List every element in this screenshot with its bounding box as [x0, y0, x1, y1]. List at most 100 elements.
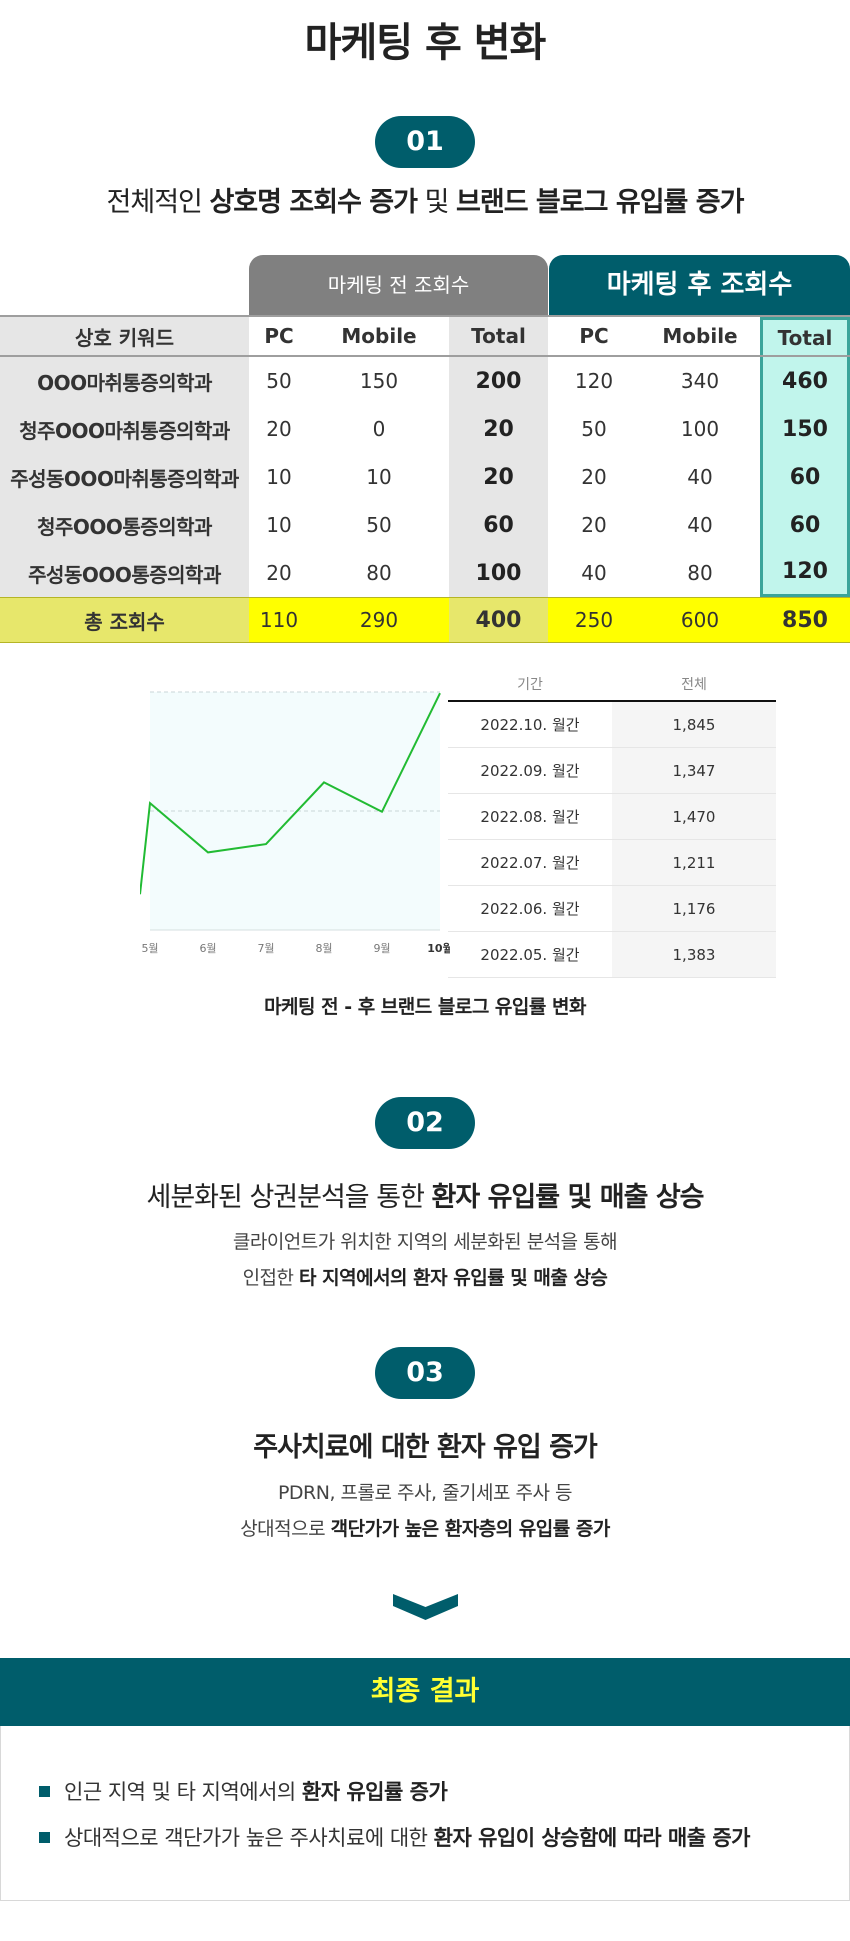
step-01-heading-bold-2: 브랜드 블로그 유입률 증가 — [456, 187, 744, 218]
cell-mobile-before: 50 — [366, 513, 392, 537]
total-total-after: 850 — [760, 598, 850, 642]
cell-total-after: 150 — [760, 405, 850, 453]
cell-total-after: 460 — [760, 357, 850, 405]
cell-pc-after: 120 — [574, 369, 614, 393]
stats-period: 2022.09. 월간 — [480, 762, 580, 780]
step-02-heading-text: 세분화된 상권분석을 통한 — [146, 1182, 432, 1213]
stats-period: 2022.10. 월간 — [480, 716, 580, 734]
stats-period: 2022.07. 월간 — [480, 854, 580, 872]
header-pc-before: PC — [264, 324, 294, 348]
line-chart-svg: 5월 6월 7월 8월 9월 10월 — [139, 691, 453, 955]
chevron-down-icon — [393, 1594, 458, 1620]
step-01-badge: 01 — [375, 116, 475, 168]
cell-mobile-after: 40 — [687, 513, 713, 537]
stats-row: 2022.08. 월간 1,470 — [448, 794, 776, 840]
step-03-desc-2-bold: 객단가가 높은 환자층의 유입률 증가 — [330, 1518, 611, 1540]
step-02-heading-bold: 환자 유입률 및 매출 상승 — [431, 1182, 705, 1213]
step-03-desc-1: PDRN, 프롤로 주사, 줄기세포 주사 등 — [277, 1482, 573, 1504]
stats-total: 1,383 — [612, 932, 776, 977]
x-tick-label: 10월 — [427, 941, 450, 955]
cell-pc-after: 50 — [581, 417, 607, 441]
cell-keyword: 청주OOO마취통증의학과 — [0, 405, 249, 453]
result-item-bold: 환자 유입이 상승함에 따라 매출 증가 — [433, 1826, 751, 1850]
cell-total-after: 60 — [760, 453, 850, 501]
stats-header-period: 기간 — [517, 677, 543, 693]
header-total-before: Total — [449, 317, 548, 355]
group-header-before: 마케팅 전 조회수 — [249, 255, 548, 315]
blog-traffic-chart: 5월 6월 7월 8월 9월 10월 — [139, 680, 453, 970]
header-mobile-before: Mobile — [341, 324, 417, 348]
stats-period: 2022.06. 월간 — [480, 900, 580, 918]
x-tick-label: 5월 — [141, 942, 158, 955]
stats-row: 2022.10. 월간 1,845 — [448, 702, 776, 748]
step-02-badge: 02 — [375, 1097, 475, 1149]
stats-row: 2022.07. 월간 1,211 — [448, 840, 776, 886]
step-01-heading: 전체적인 상호명 조회수 증가 및 브랜드 블로그 유입률 증가 — [0, 180, 850, 219]
step-03-desc-2: 상대적으로 객단가가 높은 환자층의 유입률 증가 — [0, 1514, 850, 1541]
stats-total: 1,211 — [612, 840, 776, 885]
table-row: OOO마취통증의학과 50 150 200 120 340 460 — [0, 357, 850, 405]
stats-header-total: 전체 — [681, 677, 707, 693]
square-bullet-icon — [39, 1785, 50, 1797]
table-row: 주성동OOO통증의학과 20 80 100 40 80 120 — [0, 549, 850, 597]
cell-pc-before: 20 — [266, 561, 292, 585]
total-label: 총 조회수 — [0, 598, 249, 642]
monthly-stats-table: 기간 전체 2022.10. 월간 1,845 2022.09. 월간 1,34… — [448, 670, 776, 978]
table-header-row: 상호 키워드 PC Mobile Total PC Mobile Total — [0, 315, 850, 357]
cell-pc-after: 20 — [581, 465, 607, 489]
step-01-heading-text: 전체적인 — [106, 187, 210, 218]
stats-row: 2022.06. 월간 1,176 — [448, 886, 776, 932]
cell-mobile-after: 100 — [680, 417, 720, 441]
x-tick-label: 8월 — [315, 942, 332, 955]
page-title: 마케팅 후 변화 — [304, 20, 547, 66]
stats-total: 1,176 — [612, 886, 776, 931]
cell-mobile-after: 80 — [687, 561, 713, 585]
total-pc-after: 250 — [548, 598, 640, 642]
group-header-after: 마케팅 후 조회수 — [549, 255, 850, 315]
step-01-heading-bold: 상호명 조회수 증가 — [209, 187, 418, 218]
result-item-text: 인근 지역 및 타 지역에서의 — [64, 1780, 302, 1804]
cell-total-before: 200 — [449, 357, 548, 405]
x-tick-label: 9월 — [373, 942, 390, 955]
cell-total-after: 120 — [760, 549, 850, 597]
cell-mobile-before: 10 — [366, 465, 392, 489]
result-box: 인근 지역 및 타 지역에서의 환자 유입률 증가 상대적으로 객단가가 높은 … — [0, 1726, 850, 1901]
cell-mobile-after: 340 — [680, 369, 720, 393]
cell-keyword: 청주OOO통증의학과 — [0, 501, 249, 549]
step-03-heading: 주사치료에 대한 환자 유입 증가 — [0, 1425, 850, 1464]
stats-period: 2022.05. 월간 — [480, 946, 580, 964]
step-02-desc-2-bold: 타 지역에서의 환자 유입률 및 매출 상승 — [299, 1267, 608, 1289]
cell-mobile-before: 80 — [366, 561, 392, 585]
stats-row: 2022.05. 월간 1,383 — [448, 932, 776, 978]
cell-keyword: OOO마취통증의학과 — [0, 357, 249, 405]
cell-mobile-before: 0 — [372, 417, 386, 441]
cell-total-before: 60 — [449, 501, 548, 549]
stats-header-row: 기간 전체 — [448, 670, 776, 702]
result-title: 최종 결과 — [0, 1658, 850, 1726]
cell-total-after: 60 — [760, 501, 850, 549]
total-pc-before: 110 — [249, 598, 309, 642]
cell-mobile-after: 40 — [687, 465, 713, 489]
cell-total-before: 100 — [449, 549, 548, 597]
cell-total-before: 20 — [449, 405, 548, 453]
cell-total-before: 20 — [449, 453, 548, 501]
stats-total: 1,470 — [612, 794, 776, 839]
header-keyword: 상호 키워드 — [0, 317, 249, 355]
stats-period: 2022.08. 월간 — [480, 808, 580, 826]
cell-pc-before: 10 — [266, 465, 292, 489]
step-02-heading: 세분화된 상권분석을 통한 환자 유입률 및 매출 상승 — [0, 1175, 850, 1214]
x-tick-label: 7월 — [257, 942, 274, 955]
stats-total: 1,347 — [612, 748, 776, 793]
result-item: 인근 지역 및 타 지역에서의 환자 유입률 증가 — [39, 1776, 448, 1806]
table-row: 청주OOO통증의학과 10 50 60 20 40 60 — [0, 501, 850, 549]
header-mobile-after: Mobile — [662, 324, 738, 348]
views-table: 상호 키워드 PC Mobile Total PC Mobile Total O… — [0, 315, 850, 643]
chart-caption: 마케팅 전 - 후 브랜드 블로그 유입률 변화 — [264, 996, 586, 1018]
cell-pc-after: 40 — [581, 561, 607, 585]
x-tick-label: 6월 — [199, 942, 216, 955]
step-03-heading-bold: 주사치료에 대한 환자 유입 증가 — [253, 1432, 598, 1463]
total-mobile-before: 290 — [309, 598, 449, 642]
cell-mobile-before: 150 — [359, 369, 399, 393]
cell-pc-before: 50 — [266, 369, 292, 393]
cell-pc-after: 20 — [581, 513, 607, 537]
